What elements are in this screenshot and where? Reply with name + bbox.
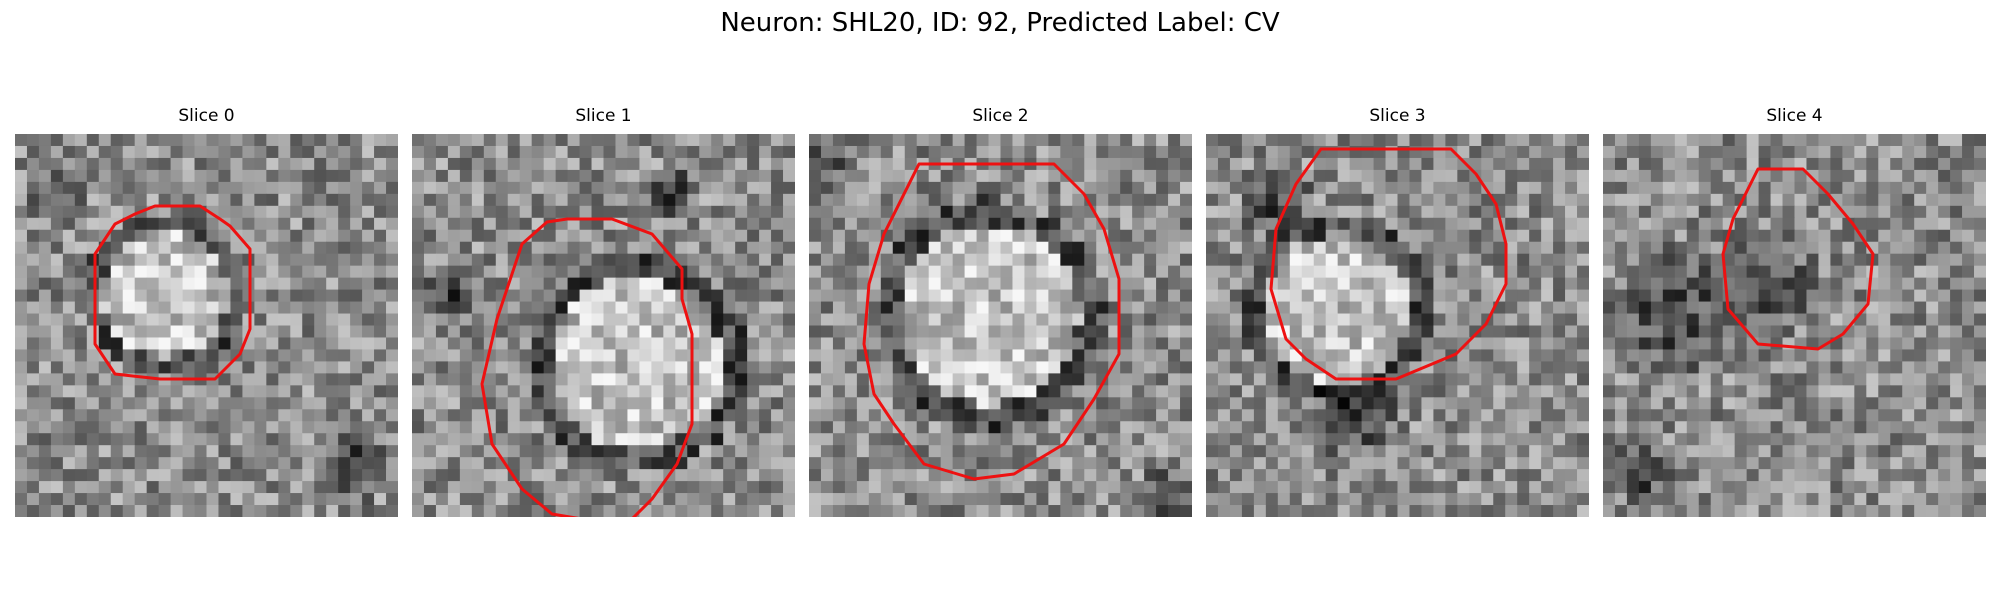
segmentation-contour <box>862 162 1121 481</box>
slice-title: Slice 0 <box>178 106 235 126</box>
segmentation-contour <box>93 204 252 381</box>
em-slice-image <box>412 134 795 517</box>
slice-title: Slice 1 <box>575 106 632 126</box>
segmentation-contour <box>1269 147 1508 381</box>
pixel-grid <box>1206 134 1589 517</box>
em-slice-image <box>15 134 398 517</box>
em-slice-image <box>1206 134 1589 517</box>
em-slice-image <box>809 134 1192 517</box>
pixel-grid <box>1603 134 1986 517</box>
pixel-grid <box>15 134 398 517</box>
segmentation-contour <box>480 217 694 517</box>
pixel-grid <box>809 134 1192 517</box>
segmentation-contour <box>1721 167 1875 351</box>
pixel-grid <box>412 134 795 517</box>
slice-title: Slice 3 <box>1369 106 1426 126</box>
em-slice-image <box>1603 134 1986 517</box>
slice-title: Slice 4 <box>1766 106 1823 126</box>
slice-title: Slice 2 <box>972 106 1029 126</box>
figure-title: Neuron: SHL20, ID: 92, Predicted Label: … <box>720 8 1280 38</box>
